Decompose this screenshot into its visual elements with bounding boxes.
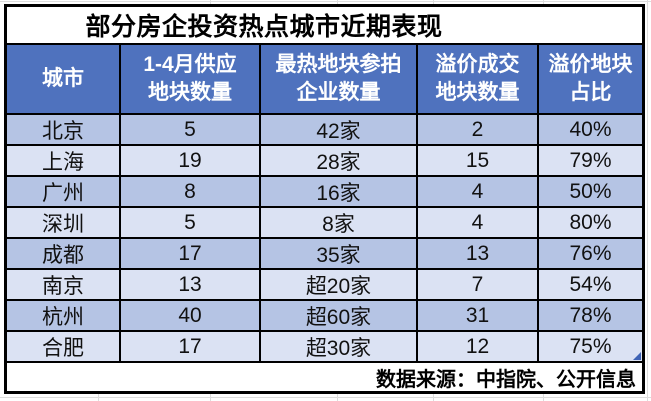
table-title: 部分房企投资热点城市近期表现 [7,7,642,43]
header-line: 溢价地块 [548,53,633,76]
cell-supply-count: 19 [121,146,259,175]
cell-premium-ratio: 40% [539,115,642,144]
header-line: 企业数量 [296,81,381,104]
cell-city: 南京 [7,270,119,299]
cell-city: 合肥 [7,332,119,361]
cell-bidder-count: 16家 [261,177,416,206]
cell-supply-count: 5 [121,115,259,144]
cell-supply-count: 17 [121,239,259,268]
cell-city: 北京 [7,115,119,144]
gridline-stub [210,0,211,4]
gridline-stub [543,0,544,4]
cell-city: 上海 [7,146,119,175]
header-line: 溢价成交 [435,53,520,76]
gridline-stub [433,394,434,401]
gridline-top [0,1,651,2]
column-header-premium-ratio: 溢价地块 占比 [539,45,642,113]
cell-bidder-count: 超30家 [261,332,416,361]
gridline-bottom [0,397,651,398]
gridline-right [647,0,648,401]
cell-bidder-count: 超60家 [261,301,416,330]
cell-premium-ratio: 54% [539,270,642,299]
cell-supply-count: 8 [121,177,259,206]
cell-premium-deal-count: 2 [418,115,537,144]
cell-city: 广州 [7,177,119,206]
cell-premium-deal-count: 4 [418,177,537,206]
cell-bidder-count: 28家 [261,146,416,175]
cell-premium-ratio: 50% [539,177,642,206]
cell-supply-count: 13 [121,270,259,299]
cell-premium-deal-count: 15 [418,146,537,175]
cell-supply-count: 40 [121,301,259,330]
cell-premium-deal-count: 12 [418,332,537,361]
cell-city: 深圳 [7,208,119,237]
gridline-stub [98,394,99,401]
cell-premium-ratio: 75% [539,332,642,361]
cell-bidder-count: 35家 [261,239,416,268]
cell-supply-count: 5 [121,208,259,237]
cell-premium-deal-count: 31 [418,301,537,330]
header-line: 地块数量 [435,81,520,104]
cell-city: 成都 [7,239,119,268]
gridline-stub [337,394,338,401]
cell-corner-marker [633,352,641,360]
gridline-stub [337,0,338,4]
cell-bidder-count: 8家 [261,208,416,237]
cell-city: 杭州 [7,301,119,330]
header-line: 占比 [569,81,612,104]
cell-premium-ratio: 78% [539,301,642,330]
column-header-bidder-count: 最热地块参拍 企业数量 [261,45,416,113]
header-line: 城市 [42,67,84,90]
gridline-stub [210,394,211,401]
header-line: 1-4月供应 [143,53,237,76]
column-header-supply-count: 1-4月供应 地块数量 [121,45,259,113]
cell-premium-deal-count: 7 [418,270,537,299]
cell-value: 75% [569,334,612,358]
cell-premium-ratio: 80% [539,208,642,237]
gridline-stub [543,394,544,401]
column-header-premium-deal-count: 溢价成交 地块数量 [418,45,537,113]
cell-bidder-count: 超20家 [261,270,416,299]
cell-supply-count: 17 [121,332,259,361]
header-line: 最热地块参拍 [275,53,402,76]
cell-premium-ratio: 76% [539,239,642,268]
header-line: 地块数量 [148,81,232,104]
cell-premium-deal-count: 13 [418,239,537,268]
gridline-stub [433,0,434,4]
cell-premium-deal-count: 4 [418,208,537,237]
cell-premium-ratio: 79% [539,146,642,175]
data-table: 部分房企投资热点城市近期表现 城市 1-4月供应 地块数量 最热地块参拍 企业数… [4,4,645,394]
column-header-city: 城市 [7,45,119,113]
cell-bidder-count: 42家 [261,115,416,144]
data-source-note: 数据来源：中指院、公开信息 [7,363,642,391]
